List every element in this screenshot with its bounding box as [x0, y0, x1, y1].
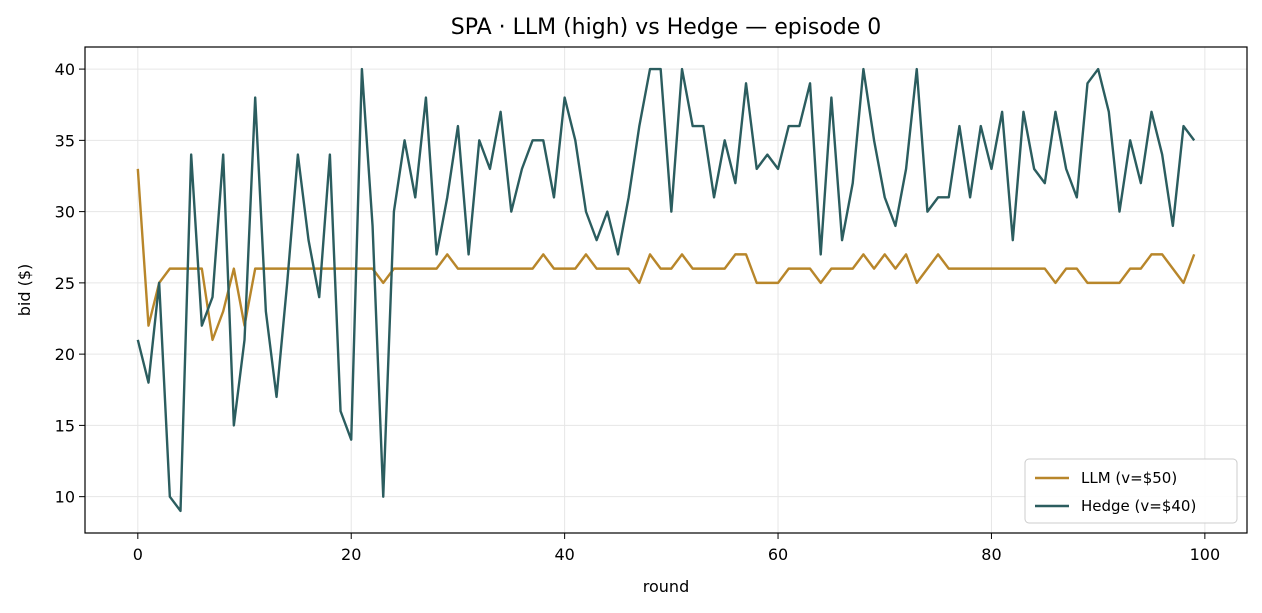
- x-axis: 0 20 40 60 80 100: [133, 533, 1220, 564]
- x-tick-label: 80: [981, 545, 1001, 564]
- chart-title: SPA · LLM (high) vs Hedge — episode 0: [451, 15, 882, 40]
- series-line-llm: [136, 168, 1196, 342]
- y-tick-label: 30: [55, 203, 75, 222]
- y-axis: 10 15 20 25 30 35 40: [55, 60, 85, 507]
- x-tick-label: 20: [341, 545, 361, 564]
- legend: LLM (v=$50) Hedge (v=$40): [1024, 458, 1238, 524]
- series-layer: [136, 67, 1196, 513]
- y-tick-label: 15: [55, 416, 75, 435]
- y-tick-label: 20: [55, 345, 75, 364]
- x-axis-label: round: [643, 577, 689, 596]
- grid: [85, 47, 1247, 533]
- y-tick-label: 25: [55, 274, 75, 293]
- plot-frame: [84, 46, 1248, 534]
- y-axis-label: bid ($): [15, 264, 34, 317]
- legend-entry: Hedge (v=$40): [1081, 497, 1196, 515]
- x-tick-label: 0: [133, 545, 143, 564]
- legend-entry: LLM (v=$50): [1081, 469, 1177, 487]
- x-tick-label: 100: [1190, 545, 1221, 564]
- x-tick-label: 60: [768, 545, 788, 564]
- legend-box: [1024, 458, 1238, 524]
- series-line-hedge: [136, 67, 1196, 513]
- y-tick-label: 10: [55, 488, 75, 507]
- y-tick-label: 35: [55, 131, 75, 150]
- y-tick-label: 40: [55, 60, 75, 79]
- x-tick-label: 40: [554, 545, 574, 564]
